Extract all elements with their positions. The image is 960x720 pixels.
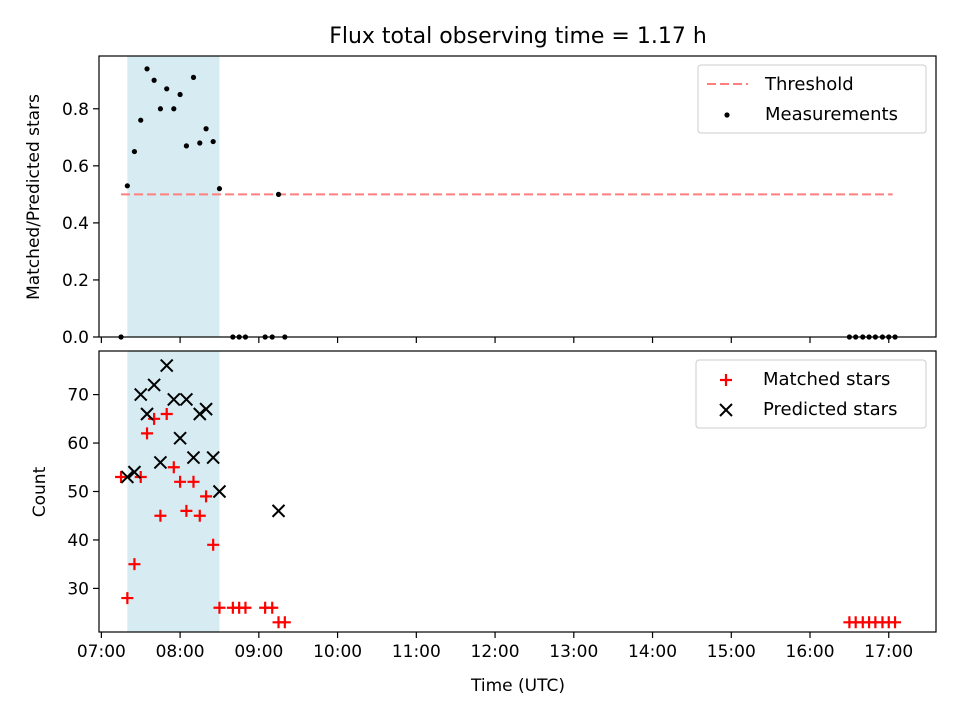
matched-stars-point	[266, 601, 279, 614]
measurements-point	[164, 86, 170, 92]
matched-stars-point	[160, 407, 173, 420]
measurements-point	[151, 77, 157, 83]
bottom-y-axis-label: Count	[30, 466, 50, 517]
bottom-y-tick-label: 70	[67, 386, 89, 406]
matched-stars-point	[278, 616, 291, 629]
matched-stars-point	[213, 601, 226, 614]
measurements-point	[144, 66, 150, 72]
bottom-legend: Matched stars Predicted stars	[695, 359, 927, 429]
predicted-stars-point	[173, 431, 187, 445]
predicted-stars-point	[199, 402, 213, 416]
matched-stars-point	[148, 412, 161, 425]
predicted-stars-point	[147, 378, 161, 392]
top-y-tick-label: 0.0	[62, 328, 89, 348]
predicted-stars-point	[212, 484, 227, 499]
matched-stars-point	[154, 509, 167, 522]
bottom-y-tick-label: 40	[67, 531, 89, 551]
legend-measurements-swatch	[724, 112, 730, 118]
x-tick-label: 08:00	[156, 642, 205, 662]
predicted-stars-point	[179, 392, 194, 407]
predicted-stars-point	[153, 455, 168, 470]
legend-measurements-label: Measurements	[765, 104, 898, 125]
top-shaded-span	[127, 56, 220, 337]
matched-stars-point	[167, 461, 180, 474]
top-y-axis-label: Matched/Predicted stars	[24, 94, 44, 300]
measurements-point	[197, 140, 203, 146]
predicted-stars-point	[127, 465, 142, 479]
top-y-tick-label: 0.4	[62, 214, 89, 234]
top-y-tick-label: 0.8	[62, 100, 89, 120]
legend-threshold-label: Threshold	[764, 74, 854, 95]
x-tick-label: 17:00	[864, 642, 913, 662]
measurements-point	[210, 138, 216, 145]
top-axes-frame	[98, 55, 937, 338]
bottom-panel: 30 40 50 60 70 07:00 08:00 09:00 10:00 11:00 12:00…	[30, 350, 937, 696]
legend-predicted-label: Predicted stars	[763, 399, 897, 420]
bottom-legend-box	[695, 359, 927, 429]
top-y-tick-label: 0.2	[62, 271, 89, 291]
matched-stars-point	[115, 470, 128, 483]
predicted-stars-point	[134, 387, 148, 402]
bottom-star-points	[115, 358, 902, 629]
top-legend-box	[697, 64, 927, 134]
bottom-y-tick-label: 30	[67, 579, 89, 599]
predicted-stars-point	[186, 450, 201, 465]
bottom-y-tick-label: 60	[67, 434, 89, 454]
x-axis-label: Time (UTC)	[470, 676, 565, 696]
x-tick-label: 07:00	[77, 642, 126, 662]
measurements-point	[138, 117, 144, 123]
x-tick-label: 15:00	[707, 642, 756, 662]
predicted-stars-point	[206, 450, 220, 465]
matched-stars-point	[128, 558, 141, 571]
predicted-stars-point	[120, 470, 135, 484]
measurements-point	[203, 126, 209, 132]
matched-stars-point	[889, 616, 902, 629]
legend-matched-label: Matched stars	[763, 369, 890, 390]
top-panel: 0.00.20.40.60.8 Matched/Predicted stars …	[24, 55, 937, 348]
top-legend: Threshold Measurements	[697, 64, 927, 134]
x-tick-label: 16:00	[786, 642, 835, 662]
matched-stars-point	[187, 475, 200, 488]
measurements-point	[177, 91, 183, 98]
predicted-stars-point	[193, 407, 207, 421]
measurements-point	[131, 148, 138, 155]
top-axis-ticks: 0.0 0.2 0.4 0.6 0.8	[62, 100, 890, 348]
matched-stars-point	[174, 475, 187, 488]
x-tick-label: 10:00	[313, 642, 362, 662]
legend-predicted-swatch	[719, 403, 733, 417]
measurements-point	[124, 183, 130, 189]
measurements-point	[190, 74, 197, 80]
matched-stars-point	[121, 592, 134, 605]
measurements-point	[171, 106, 177, 112]
predicted-stars-point	[271, 504, 286, 518]
matched-stars-point	[200, 490, 213, 503]
measurements-point	[275, 191, 282, 197]
x-tick-label: 11:00	[392, 642, 441, 662]
predicted-stars-point	[160, 358, 174, 373]
measurements-point	[157, 106, 164, 112]
matched-stars-point	[239, 601, 252, 614]
measurements-point	[216, 186, 223, 192]
x-tick-label: 13:00	[549, 642, 598, 662]
matched-stars-point	[134, 470, 147, 483]
chart-title: Flux total observing time = 1.17 h	[329, 24, 707, 49]
x-tick-label: 09:00	[234, 642, 283, 662]
bottom-axes-frame	[98, 350, 937, 633]
x-tick-label: 12:00	[471, 642, 520, 662]
matched-stars-point	[193, 509, 206, 522]
legend-matched-swatch	[720, 374, 732, 386]
matched-stars-point	[141, 427, 154, 440]
measurements-point	[183, 143, 190, 149]
predicted-stars-point	[167, 392, 181, 407]
matched-stars-point	[207, 538, 220, 551]
x-tick-label: 14:00	[628, 642, 677, 662]
predicted-stars-point	[140, 407, 154, 421]
bottom-axis-ticks: 30 40 50 60 70 07:00 08:00 09:00 10:00 11:00 12:00…	[67, 386, 913, 662]
top-y-tick-label: 0.6	[62, 157, 89, 177]
bottom-y-tick-label: 50	[67, 483, 89, 503]
matched-stars-point	[180, 504, 193, 517]
